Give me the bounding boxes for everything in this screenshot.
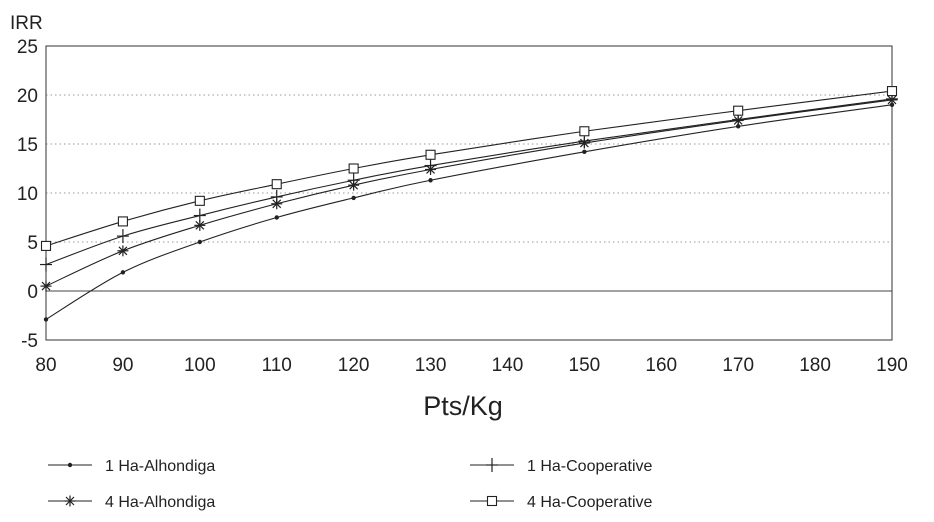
data-point [348,163,359,174]
x-tick-label: 140 [492,355,524,376]
legend-label: 4 Ha-Cooperative [527,494,653,511]
x-tick-label: 170 [722,355,754,376]
series-1-ha-cooperative [40,91,898,272]
series-4-ha-alhondiga [40,94,898,292]
data-point [886,86,898,97]
data-point [578,137,590,149]
legend-label: 4 Ha-Alhondiga [105,494,215,511]
data-point [40,240,52,251]
legend-label: 1 Ha-Alhondiga [105,458,215,475]
data-point [194,219,206,231]
x-tick-label: 150 [569,355,601,376]
plot-frame [45,45,893,341]
x-axis-label: Pts/Kg [423,391,503,421]
data-point [274,215,279,220]
legend-item: 4 Ha-Alhondiga [48,494,215,511]
data-point [351,195,356,201]
x-tick-label: 90 [112,355,133,376]
data-point [120,270,126,275]
x-tick-label: 160 [645,355,677,376]
data-point [40,280,52,292]
y-tick-label: 15 [17,135,38,156]
legend-marker [67,462,73,468]
data-point [579,126,590,137]
x-tick-label: 110 [262,355,292,376]
x-tick-label: 130 [415,355,447,376]
series-1-ha-alhondiga [43,102,895,322]
y-axis-ticks: -5 0 5 10 15 20 25 [17,37,38,352]
series-lines [40,86,898,322]
legend-marker [64,495,76,507]
data-point [117,245,129,257]
x-axis-ticks: 80 90 100 110 120 130 140 150 160 170 180 190 [35,355,907,376]
data-point [117,216,128,227]
series-line [45,90,893,247]
x-tick-label: 180 [799,355,831,376]
data-point [886,94,898,106]
grid-lines [46,94,892,292]
series-line [45,99,893,287]
y-tick-label: 0 [27,282,38,303]
y-tick-label: -5 [21,331,38,352]
y-tick-label: 25 [17,37,38,58]
data-point [271,198,283,210]
data-point [348,179,360,191]
data-point [43,317,49,322]
data-point [425,163,437,175]
data-point [197,239,203,245]
legend-item: 1 Ha-Alhondiga [48,458,215,475]
x-tick-label: 100 [184,355,216,376]
data-point [582,149,587,155]
data-point [732,114,744,126]
x-tick-label: 80 [35,355,56,376]
legend-label: 1 Ha-Cooperative [527,458,653,475]
data-point [194,195,205,206]
x-tick-label: 120 [338,355,370,376]
y-tick-label: 5 [27,233,38,254]
data-point [425,149,436,160]
legend-item: 4 Ha-Cooperative [470,494,653,511]
data-point [428,178,433,183]
legend-marker [486,495,498,507]
y-tick-label: 20 [17,86,38,107]
x-tick-label: 190 [876,355,908,376]
y-tick-label: 10 [17,184,38,205]
series-line [45,104,893,320]
legend-item: 1 Ha-Cooperative [470,458,653,475]
data-point [733,105,744,116]
y-axis-label: IRR [10,13,43,34]
data-point [40,257,52,272]
series-4-ha-cooperative [40,86,898,251]
legend: 1 Ha-Alhondiga 1 Ha-Cooperative 4 Ha-Alhon… [48,458,653,511]
legend-marker [486,458,498,472]
data-point [116,229,129,244]
data-point [271,179,282,190]
series-line [45,98,893,266]
